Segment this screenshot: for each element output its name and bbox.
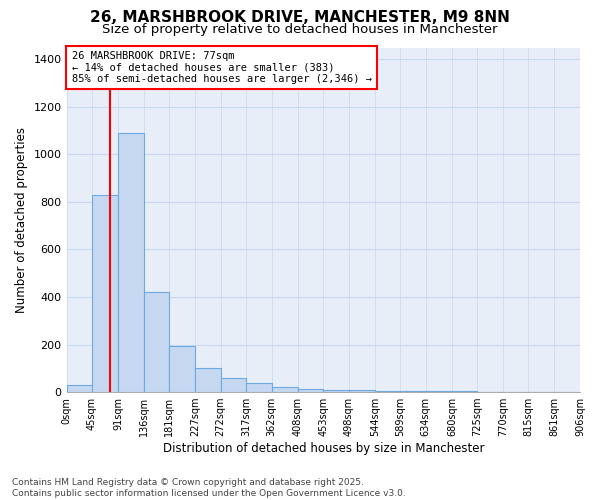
Bar	[375, 390, 400, 392]
Text: Size of property relative to detached houses in Manchester: Size of property relative to detached ho…	[102, 22, 498, 36]
X-axis label: Distribution of detached houses by size in Manchester: Distribution of detached houses by size …	[163, 442, 484, 455]
Bar	[67, 386, 92, 392]
Bar	[195, 368, 221, 392]
Bar	[143, 292, 169, 392]
Text: 26, MARSHBROOK DRIVE, MANCHESTER, M9 8NN: 26, MARSHBROOK DRIVE, MANCHESTER, M9 8NN	[90, 10, 510, 25]
Bar	[349, 390, 375, 392]
Bar	[298, 388, 323, 392]
Text: 26 MARSHBROOK DRIVE: 77sqm
← 14% of detached houses are smaller (383)
85% of sem: 26 MARSHBROOK DRIVE: 77sqm ← 14% of deta…	[71, 51, 371, 84]
Bar	[92, 195, 118, 392]
Bar	[246, 383, 272, 392]
Bar	[400, 391, 426, 392]
Y-axis label: Number of detached properties: Number of detached properties	[15, 127, 28, 313]
Bar	[323, 390, 349, 392]
Bar	[426, 391, 452, 392]
Bar	[272, 387, 298, 392]
Text: Contains HM Land Registry data © Crown copyright and database right 2025.
Contai: Contains HM Land Registry data © Crown c…	[12, 478, 406, 498]
Bar	[221, 378, 246, 392]
Bar	[118, 133, 143, 392]
Bar	[169, 346, 195, 392]
